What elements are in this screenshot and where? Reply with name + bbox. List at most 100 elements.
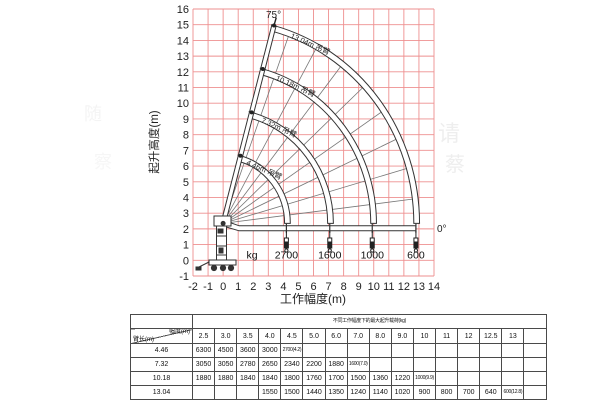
crane-range-chart: -2 -1 0 1 2 3 4 5 6 7 8 9 10 11 12 13 14-101234567891011… [147, 4, 447, 306]
table-row: 10.18 1880 1880 1840 1840 1800 1760 1700 1500 136… [130, 371, 547, 386]
y-axis-title: 起升高度(m) [147, 110, 161, 173]
load-value-cell [368, 357, 392, 372]
boom-tip-arcs [238, 24, 421, 224]
radius-header-cell: 4.5 [280, 328, 304, 344]
load-value-cell: 1550 [258, 385, 282, 400]
svg-text:13: 13 [177, 51, 189, 63]
load-value-cell: 1360 [368, 371, 392, 386]
table-row: 7.32 3050 3050 2780 2650 2340 2200 1880 1600(7.0… [130, 357, 547, 372]
load-label: 1000 [361, 250, 385, 262]
load-value-cell: 1350 [324, 385, 348, 400]
radius-header-cell: 7.0 [346, 328, 370, 344]
load-value-cell: 2200 [302, 357, 326, 372]
radius-header-label: 幅度(m) [169, 329, 190, 336]
load-label: 1600 [318, 250, 342, 262]
radius-header-cell: 13 [501, 328, 525, 344]
load-value-cell [501, 343, 525, 358]
boom-tip-marker [238, 153, 243, 158]
load-value-cell [457, 371, 481, 386]
radius-header-cell [523, 328, 547, 344]
load-value-cell [523, 357, 547, 372]
load-value-cell [324, 343, 348, 358]
radius-header-cell: 10 [412, 328, 437, 344]
boom-length-cell: 10.18 [130, 371, 193, 386]
svg-text:10: 10 [177, 98, 189, 110]
radius-header-cell: 2.5 [191, 328, 216, 344]
svg-text:2: 2 [183, 224, 189, 236]
svg-text:3: 3 [265, 281, 271, 293]
diagonal-header-cell: 幅度(m) 臂长(m) [130, 328, 193, 344]
load-value-cell [457, 357, 481, 372]
svg-text:0: 0 [183, 255, 189, 267]
table-row: 4.46 6300 4500 3600 3000 2700(4.2) [130, 343, 547, 358]
load-value-cell [523, 385, 547, 400]
svg-text:3: 3 [183, 208, 189, 220]
load-value-cell: 4500 [214, 343, 238, 358]
load-value-cell [457, 343, 481, 358]
max-angle-label: 75° [266, 10, 281, 21]
svg-text:1: 1 [235, 281, 241, 293]
radius-header-cell: 12 [457, 328, 481, 344]
load-value-cell: 1140 [368, 385, 392, 400]
load-capacity-table: 不同工作幅度下的最大起升载荷(kg) 幅度(m) 臂长(m) 2.5 3.0 3.5 4.0… [130, 314, 547, 400]
load-value-cell [390, 343, 414, 358]
load-value-cell: 1880 [324, 357, 348, 372]
load-value-cell [435, 357, 459, 372]
svg-text:16: 16 [177, 4, 189, 16]
boom-length-cell: 4.46 [130, 343, 193, 358]
load-value-cell: 900 [412, 385, 437, 400]
load-value-cell [390, 357, 414, 372]
hook-icon [369, 231, 375, 253]
load-value-cell: 800 [435, 385, 459, 400]
radius-header-cell: 3.0 [214, 328, 238, 344]
crane-body [195, 215, 237, 272]
svg-text:4: 4 [280, 281, 286, 293]
load-label: 600 [407, 250, 425, 262]
hooks-and-loads: 2700 1600 1000 600 [275, 231, 425, 262]
load-value-cell: 3050 [191, 357, 216, 372]
radius-header-cell: 5.0 [302, 328, 326, 344]
corner-blank-cell [130, 314, 193, 329]
boom-tip-marker [260, 66, 265, 71]
load-value-cell: 1880 [214, 371, 238, 386]
svg-text:-1: -1 [203, 281, 213, 293]
boom-tip-marker [249, 110, 254, 115]
load-value-cell: 2650 [258, 357, 282, 372]
boom-length-label: 10.18m 吊臂 [274, 73, 317, 99]
hook-icon [413, 231, 419, 253]
svg-text:12: 12 [398, 281, 410, 293]
hook-icon [327, 231, 333, 253]
svg-text:11: 11 [178, 83, 189, 95]
svg-text:5: 5 [295, 281, 301, 293]
radius-header-cell: 12.5 [479, 328, 503, 344]
radius-header-cell: 8.0 [368, 328, 392, 344]
svg-text:10: 10 [368, 281, 380, 293]
radius-header-cell: 11 [435, 328, 459, 344]
svg-text:8: 8 [183, 130, 189, 142]
x-axis-title: 工作幅度(m) [280, 291, 346, 306]
hook-icon [283, 231, 289, 253]
load-value-cell: 2700(4.2) [280, 343, 304, 358]
load-value-cell: 600(12.8) [501, 385, 525, 400]
load-value-cell [435, 371, 459, 386]
boom-header-label: 臂长(m) [133, 337, 154, 343]
load-value-cell: 1240 [346, 385, 370, 400]
min-angle-label: 0° [437, 224, 447, 235]
svg-text:12: 12 [177, 67, 189, 79]
svg-text:7: 7 [326, 281, 332, 293]
load-value-cell [479, 357, 503, 372]
load-label: 2700 [275, 250, 299, 262]
svg-text:9: 9 [356, 281, 362, 293]
svg-text:14: 14 [177, 35, 189, 47]
load-value-cell [523, 343, 547, 358]
load-value-cell: 3050 [214, 357, 238, 372]
svg-text:-1: -1 [179, 271, 189, 283]
load-value-cell: 700 [457, 385, 481, 400]
svg-text:9: 9 [183, 114, 189, 126]
load-value-cell: 1600(7.0) [346, 357, 370, 372]
load-value-cell [501, 357, 525, 372]
load-value-cell: 6300 [191, 343, 216, 358]
svg-text:6: 6 [310, 281, 316, 293]
svg-text:2: 2 [250, 281, 256, 293]
svg-text:7: 7 [183, 145, 189, 157]
